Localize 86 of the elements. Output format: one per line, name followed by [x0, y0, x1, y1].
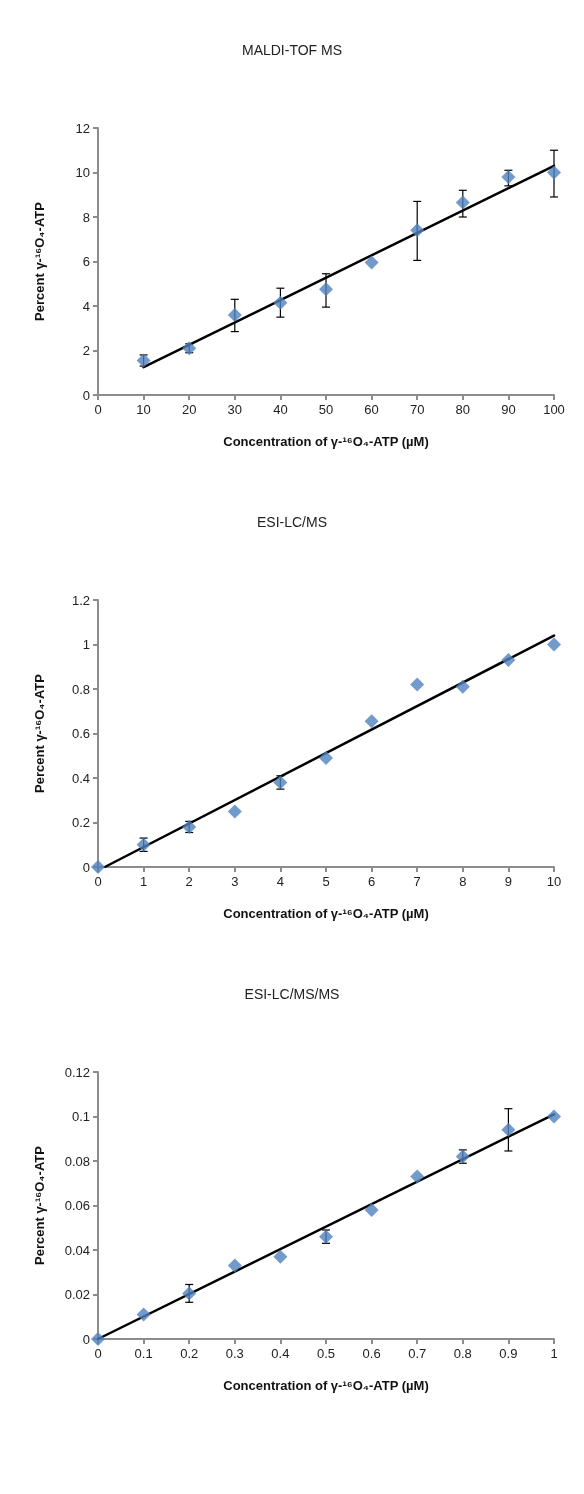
x-tick-label: 2	[185, 874, 193, 889]
point	[364, 255, 379, 270]
y-tick-label: 0.2	[71, 815, 90, 830]
point	[273, 295, 288, 310]
x-tick-label: 10	[136, 402, 151, 417]
y-tick-label: 0.08	[64, 1153, 90, 1169]
point	[319, 282, 333, 297]
x-tick-label: 20	[181, 402, 197, 417]
x-tick-label: 100	[543, 402, 565, 417]
x-tick-label: 10	[546, 874, 562, 889]
y-tick-label: 12	[75, 120, 90, 136]
y-tick-label: 2	[82, 343, 90, 358]
x-tick-label: 0.6	[362, 1346, 381, 1361]
y-axis-title: Percent γ-¹⁶O₄-ATP	[32, 1145, 47, 1265]
y-tick-label: 4	[82, 298, 90, 314]
point	[501, 1122, 516, 1137]
y-tick-label: 10	[75, 165, 90, 180]
chart-title: ESI-LC/MS	[256, 514, 328, 530]
x-tick-label: 0	[94, 402, 102, 417]
x-tick-label: 9	[504, 874, 513, 889]
point	[501, 653, 516, 668]
x-tick-label: 5	[322, 874, 330, 889]
x-axis-title: Concentration of γ-¹⁶O₄-ATP (µM)	[223, 906, 429, 921]
point	[227, 804, 242, 819]
point	[273, 1249, 288, 1264]
x-tick-label: 3	[231, 874, 239, 889]
x-tick-label: 7	[413, 874, 421, 889]
x-tick-label: 0	[94, 1346, 102, 1361]
y-tick-label: 8	[82, 209, 90, 225]
x-tick-label: 0.4	[271, 1346, 290, 1361]
y-tick-label: 1.2	[71, 592, 90, 608]
point	[547, 1109, 561, 1124]
x-tick-label: 6	[367, 874, 376, 889]
x-tick-label: 70	[409, 402, 425, 417]
x-tick-label: 30	[227, 402, 243, 417]
point	[547, 637, 561, 652]
point	[364, 714, 379, 729]
point	[410, 677, 425, 692]
y-tick-label: 6	[82, 254, 90, 269]
point	[227, 307, 242, 322]
y-tick-label: 0	[82, 859, 90, 875]
y-axis-title: Percent γ-¹⁶O₄-ATP	[32, 673, 47, 793]
x-tick-label: 1	[139, 874, 148, 889]
y-tick-label: 0.12	[64, 1064, 90, 1080]
point	[410, 1169, 425, 1184]
point	[227, 1258, 242, 1273]
y-tick-label: 0	[82, 1331, 90, 1347]
x-tick-label: 8	[459, 874, 467, 889]
x-tick-label: 0.5	[316, 1346, 336, 1361]
point	[547, 165, 561, 180]
point	[364, 1202, 379, 1217]
y-tick-label: 1	[82, 637, 90, 652]
x-axis-title: Concentration of γ-¹⁶O₄-ATP (µM)	[223, 1378, 429, 1393]
x-tick-label: 0.2	[180, 1346, 199, 1361]
chart-title: MALDI-TOF MS	[241, 42, 343, 58]
x-tick-label: 0.3	[225, 1346, 244, 1361]
y-tick-label: 0.1	[71, 1109, 90, 1124]
point	[319, 750, 333, 765]
y-tick-label: 0.02	[64, 1287, 90, 1302]
x-axis-title: Concentration of γ-¹⁶O₄-ATP (µM)	[223, 434, 429, 449]
y-tick-label: 0.4	[71, 770, 90, 786]
x-tick-label: 4	[276, 874, 285, 889]
point	[91, 1332, 105, 1346]
point	[455, 195, 470, 210]
point	[410, 223, 425, 238]
y-tick-label: 0	[82, 387, 90, 403]
chart-title: ESI-LC/MS/MS	[244, 986, 340, 1002]
point	[136, 1307, 151, 1322]
x-tick-label: 0.8	[453, 1346, 472, 1361]
x-tick-label: 90	[501, 402, 516, 417]
x-tick-label: 0.7	[408, 1346, 427, 1361]
x-tick-label: 0.1	[134, 1346, 153, 1361]
x-tick-label: 40	[273, 402, 288, 417]
y-axis-title: Percent γ-¹⁶O₄-ATP	[32, 201, 47, 321]
y-tick-label: 0.06	[64, 1198, 90, 1213]
x-tick-label: 1	[550, 1346, 558, 1361]
y-tick-label: 0.04	[64, 1242, 90, 1258]
x-tick-label: 80	[455, 402, 471, 417]
x-tick-label: 50	[318, 402, 334, 417]
x-tick-label: 0.9	[499, 1346, 518, 1361]
point	[455, 679, 470, 694]
x-tick-label: 0	[94, 874, 102, 889]
y-tick-label: 0.6	[71, 726, 90, 741]
y-tick-label: 0.8	[71, 681, 90, 697]
x-tick-label: 60	[364, 402, 379, 417]
point	[91, 860, 105, 874]
